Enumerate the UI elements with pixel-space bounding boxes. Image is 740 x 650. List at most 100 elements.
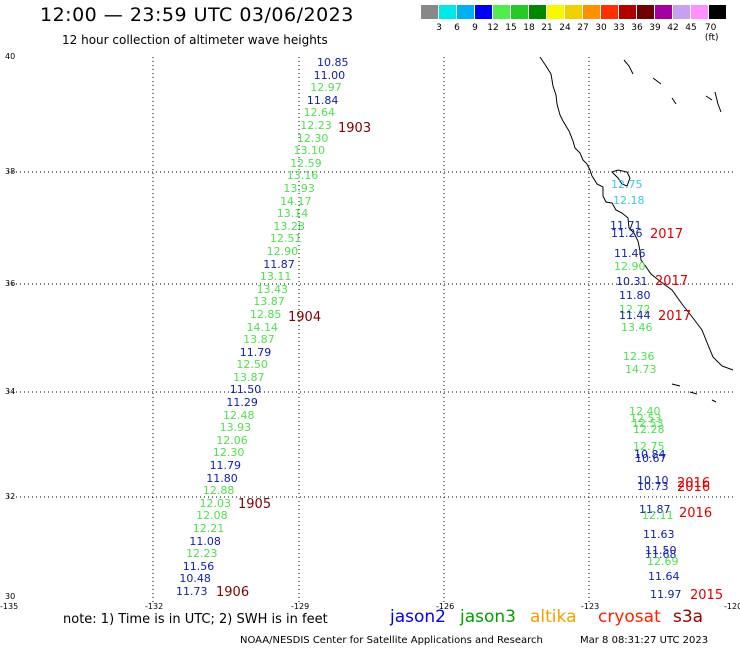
wave-height-value: 12.53 [632,417,664,430]
pass-id-label: 1906 [216,585,250,600]
wave-height-value: 12.97 [310,81,342,95]
pass-id-label: 2017 [655,274,689,289]
footer-credit: NOAA/NESDIS Center for Satellite Applica… [240,635,543,646]
colorbar-label: 70 (ft) [704,23,719,43]
wave-height-value: 12.28 [633,423,665,436]
wave-height-value: 11.73 [176,585,208,598]
wave-height-value: 14.14 [246,320,279,334]
colorbar-label: 39 [649,23,661,33]
colorbar-swatch [493,5,511,19]
wave-height-value: 12.64 [303,106,336,120]
wave-height-value: 10.67 [635,452,667,465]
wave-height-value: 12.53 [630,412,662,425]
colorbar-swatch [691,5,709,19]
wave-height-value: 10.10 [637,474,669,487]
pass-id-label: 1903 [338,121,372,136]
wave-height-value: 13.46 [621,321,653,334]
colorbar-label: 21 [541,23,553,33]
colorbar-swatch [601,5,619,19]
wave-height-value: 12.03 [199,496,232,510]
wave-height-value: 11.26 [611,227,643,240]
wave-height-value: 13.93 [283,181,315,195]
wave-height-value: 11.80 [619,289,651,302]
colorbar-label: 12 [487,23,499,33]
wave-height-value: 10.85 [317,56,349,69]
colorbar-swatch [637,5,655,19]
wave-height-value: 13.11 [259,270,292,284]
wave-height-value: 12.18 [613,194,645,207]
pass-id-label: 2017 [650,227,684,242]
wave-height-value: 13.28 [273,219,305,233]
wave-height-value: 11.79 [209,459,242,473]
wave-height-value: 12.75 [611,178,643,191]
wave-height-value: 12.40 [629,405,661,418]
colorbar-swatch [673,5,691,19]
colorbar-label: 24 [559,23,571,33]
wave-height-value: 10.84 [634,448,666,461]
colorbar-label: 15 [505,23,517,33]
wave-height-value: 12.23 [300,118,332,132]
longitude-label: -135 [0,602,19,611]
colorbar-label: 3 [436,23,442,33]
wave-height-value: 13.87 [243,333,275,347]
wave-height-value: 14.73 [625,363,657,376]
pass-id-label: 2016 [677,476,711,491]
generated-timestamp: Mar 8 08:31:27 UTC 2023 [580,635,709,646]
wave-height-value: 13.10 [293,144,326,158]
colorbar-swatch [457,5,475,19]
wave-height-value: 11.68 [645,548,677,561]
longitude-label: -126 [436,602,455,611]
wave-height-value: 12.08 [196,509,228,523]
wave-height-value: 12.36 [623,350,655,363]
wave-height-value: 13.16 [286,169,319,183]
wave-height-value: 12.51 [270,232,302,246]
wave-height-value: 10.73 [637,480,669,493]
legend-s3a: s3a [673,607,704,627]
colorbar-swatch [619,5,637,19]
wave-height-value: 14.17 [280,194,312,208]
longitude-label: -120 [724,602,740,611]
colorbar-swatch [421,5,439,19]
pass-id-label: 2015 [690,588,724,603]
colorbar-swatch [709,5,727,19]
wave-height-value: 12.06 [216,433,248,447]
wave-height-value: 13.14 [276,207,309,221]
legend-jason2: jason2 [390,607,446,627]
pass-id-label: 1904 [288,310,322,325]
wave-height-value: 12.75 [633,440,665,453]
colorbar-label: 36 [631,23,643,33]
pass-id-label: 2016 [677,480,711,495]
legend-jason3: jason3 [460,607,516,627]
colorbar-label: 30 [595,23,607,33]
wave-height-value: 11.84 [306,93,339,107]
wave-height-value: 11.63 [643,528,675,541]
wave-height-value: 11.64 [648,570,680,583]
colorbar-swatch [547,5,565,19]
latitude-label: 34 [5,387,16,396]
wave-height-value: 11.87 [263,257,295,271]
wave-height-value: 13.93 [219,421,252,435]
latitude-label: 40 [5,52,16,61]
colorbar-label: 27 [577,23,589,33]
longitude-label: -129 [291,602,310,611]
wave-height-value: 11.08 [189,534,221,548]
wave-height-value: 12.90 [266,244,299,258]
colorbar-label: 18 [523,23,535,33]
wave-height-value: 11.79 [239,345,272,359]
latitude-label: 32 [5,492,16,501]
wave-height-value: 12.23 [186,547,218,561]
wave-height-value: 13.87 [253,295,285,309]
colorbar-label: 45 [685,23,697,33]
colorbar-swatch [475,5,493,19]
colorbar-label: 6 [454,23,460,33]
wave-height-value: 11.97 [650,588,682,601]
wave-height-value: 12.48 [223,408,255,422]
wave-height-value: 12.72 [619,303,651,316]
wave-height-value: 13.87 [233,370,265,384]
wave-height-value: 11.44 [619,309,651,322]
coastline [539,56,734,403]
wave-height-value: 13.43 [256,282,289,296]
wave-height-value: 12.11 [642,509,674,522]
units-note: note: 1) Time is in UTC; 2) SWH is in fe… [63,612,328,627]
latitude-label: 38 [5,167,16,176]
